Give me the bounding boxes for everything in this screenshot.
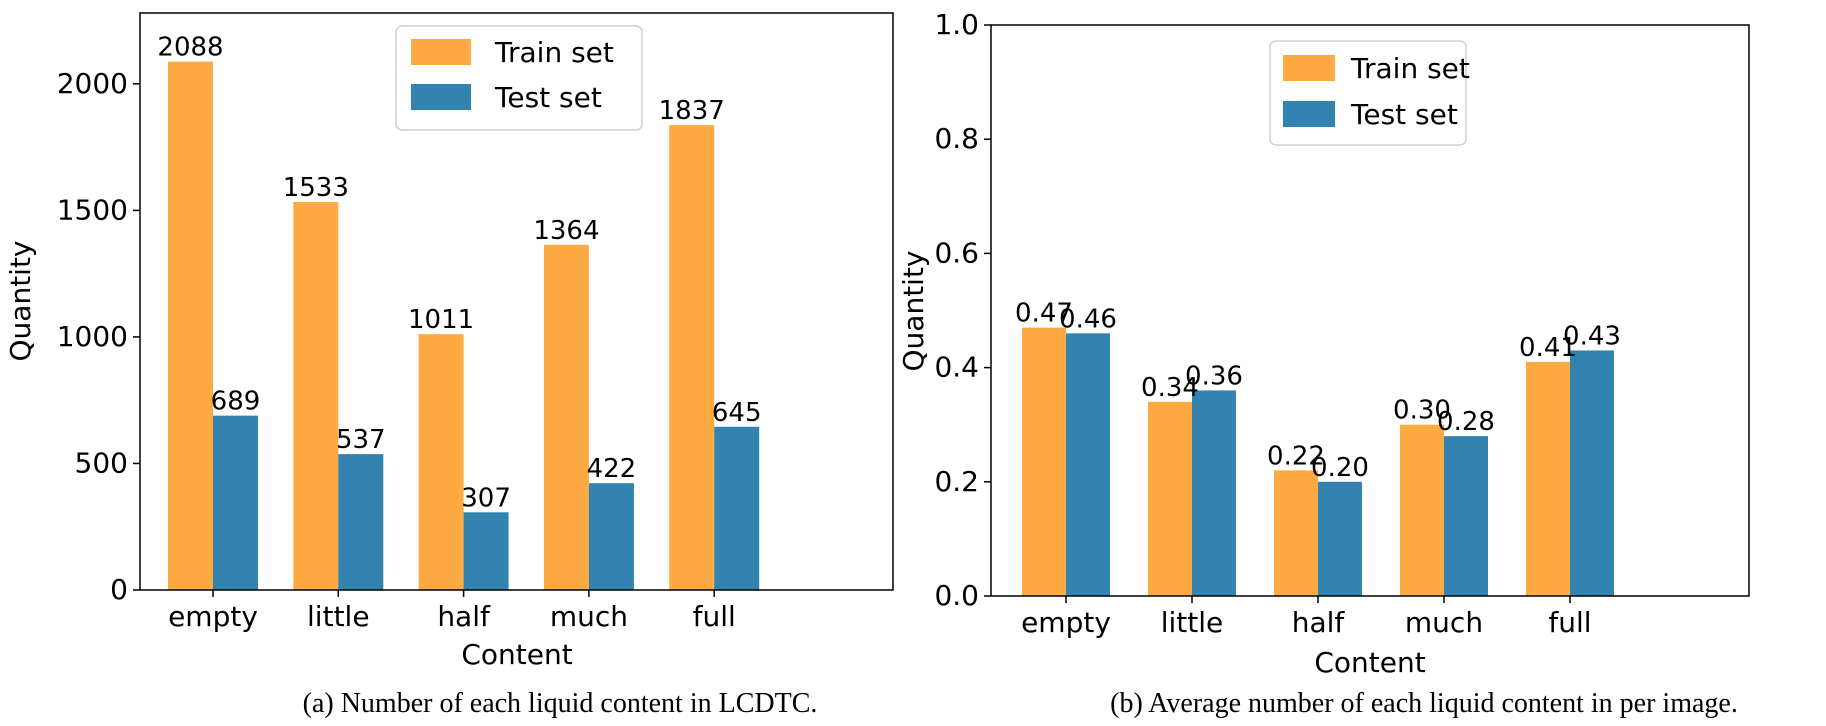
chart-a-bars bbox=[168, 61, 760, 591]
chart-a-legend-swatch-test bbox=[411, 84, 471, 110]
chart-b-y-ticks: 0.0 0.2 0.4 0.6 0.8 1.0 bbox=[934, 8, 991, 612]
chart-b-x-axis-label: Content bbox=[1314, 646, 1425, 679]
chart-b-bar-test-full bbox=[1570, 350, 1614, 596]
chart-b-x-tick-label-full: full bbox=[1548, 606, 1591, 639]
chart-b-y-tick-label: 0.2 bbox=[934, 465, 979, 498]
chart-b-legend-swatch-test bbox=[1283, 101, 1335, 127]
chart-b-average-per-image: 0.470.46 0.340.36 0.220.20 0.300.28 0.410.43… bbox=[897, 8, 1750, 719]
chart-b-bar-labels: 0.470.46 0.340.36 0.220.20 0.300.28 0.410.43 bbox=[1015, 299, 1621, 483]
chart-b-data-label-train-much: 0.30 bbox=[1393, 396, 1451, 426]
chart-b-data-label-test-empty: 0.46 bbox=[1059, 304, 1117, 334]
chart-b-bar-train-little bbox=[1148, 401, 1192, 596]
chart-b-data-label-test-little: 0.36 bbox=[1185, 361, 1243, 391]
chart-b-bar-test-empty bbox=[1066, 333, 1110, 596]
chart-b-y-tick-label: 0.4 bbox=[934, 351, 979, 384]
chart-b-y-tick-label: 0.0 bbox=[934, 579, 979, 612]
chart-a-bar-labels: 2088 689 1533 537 1011 307 1364 422 1837 645 bbox=[157, 33, 761, 514]
chart-a-y-tick-label: 500 bbox=[75, 446, 128, 479]
chart-b-y-tick-label: 0.6 bbox=[934, 236, 979, 269]
chart-a-x-tick-label-little: little bbox=[307, 600, 370, 633]
chart-b-x-ticks: empty little half much full bbox=[1021, 596, 1592, 639]
chart-a-data-label-test-much: 422 bbox=[587, 454, 637, 484]
chart-b-y-tick-label: 1.0 bbox=[934, 8, 979, 41]
chart-b-data-label-train-half: 0.22 bbox=[1267, 441, 1325, 471]
chart-a-data-label-train-empty: 2088 bbox=[157, 33, 223, 63]
chart-b-bar-train-half bbox=[1274, 470, 1318, 596]
chart-b-bar-test-much bbox=[1444, 436, 1488, 596]
chart-b-legend-label-test: Test set bbox=[1350, 98, 1458, 131]
chart-a-legend-swatch-train bbox=[411, 39, 471, 65]
chart-a-legend-label-train: Train set bbox=[494, 36, 614, 69]
chart-a-x-tick-label-empty: empty bbox=[168, 600, 258, 633]
chart-b-bar-test-half bbox=[1318, 481, 1362, 596]
chart-b-bar-train-full bbox=[1526, 361, 1570, 596]
chart-b-bar-train-much bbox=[1400, 424, 1444, 596]
chart-b-bars bbox=[1022, 327, 1614, 596]
chart-b-legend-label-train: Train set bbox=[1350, 52, 1470, 85]
chart-a-bar-test-little bbox=[338, 454, 384, 590]
chart-a-x-tick-label-much: much bbox=[550, 600, 628, 633]
chart-a-data-label-test-little: 537 bbox=[336, 425, 386, 455]
chart-a-data-label-test-empty: 689 bbox=[211, 387, 261, 417]
chart-b-legend: Train set Test set bbox=[1269, 40, 1470, 146]
chart-a-x-ticks: empty little half much full bbox=[168, 590, 736, 633]
chart-b-legend-swatch-train bbox=[1283, 55, 1335, 81]
chart-a-bar-train-little bbox=[293, 202, 339, 590]
chart-a-data-label-train-full: 1837 bbox=[659, 96, 725, 126]
chart-b-bar-test-little bbox=[1192, 390, 1236, 596]
chart-a-x-tick-label-half: half bbox=[437, 600, 491, 633]
chart-b-bar-train-empty bbox=[1022, 327, 1066, 596]
chart-a-data-label-train-much: 1364 bbox=[533, 216, 599, 246]
chart-b-x-tick-label-half: half bbox=[1292, 606, 1346, 639]
chart-b-x-tick-label-empty: empty bbox=[1021, 606, 1111, 639]
chart-a-bar-train-full bbox=[669, 125, 715, 591]
chart-a-bar-test-half bbox=[463, 512, 509, 590]
chart-a-data-label-train-little: 1533 bbox=[283, 173, 349, 203]
chart-b-y-tick-label: 0.8 bbox=[934, 122, 979, 155]
chart-b-caption: (b) Average number of each liquid conten… bbox=[1110, 688, 1738, 719]
chart-a-legend-label-test: Test set bbox=[494, 81, 602, 114]
chart-b-data-label-test-much: 0.28 bbox=[1437, 407, 1495, 437]
chart-a-data-label-train-half: 1011 bbox=[408, 305, 474, 335]
chart-b-x-tick-label-little: little bbox=[1161, 606, 1224, 639]
chart-a-bar-train-half bbox=[418, 334, 464, 590]
chart-a-bar-train-empty bbox=[168, 61, 213, 590]
chart-a-bar-test-empty bbox=[213, 415, 258, 590]
chart-a-y-tick-label: 1500 bbox=[57, 193, 128, 226]
chart-a-x-tick-label-full: full bbox=[693, 600, 736, 633]
chart-b-x-tick-label-much: much bbox=[1405, 606, 1483, 639]
chart-a-plot-frame bbox=[139, 12, 894, 591]
chart-a-bar-train-much bbox=[543, 244, 589, 590]
chart-a-data-label-test-half: 307 bbox=[461, 483, 511, 513]
chart-a-y-tick-label: 1000 bbox=[57, 320, 128, 353]
chart-a-bar-test-much bbox=[588, 483, 634, 590]
chart-a-y-tick-label: 2000 bbox=[57, 67, 128, 100]
chart-a-caption: (a) Number of each liquid content in LCD… bbox=[303, 688, 818, 719]
chart-a-y-ticks: 0 500 1000 1500 2000 bbox=[57, 67, 140, 606]
chart-b-data-label-train-full: 0.41 bbox=[1519, 333, 1577, 363]
chart-b-y-axis-label: Quantity bbox=[897, 251, 930, 372]
chart-a-count-per-content: 2088 689 1533 537 1011 307 1364 422 1837 645 0 500… bbox=[4, 12, 894, 719]
chart-a-y-tick-label: 0 bbox=[110, 573, 128, 606]
chart-a-legend: Train set Test set bbox=[395, 25, 643, 131]
chart-a-x-axis-label: Content bbox=[461, 638, 572, 671]
chart-a-y-axis-label: Quantity bbox=[4, 241, 37, 362]
chart-a-data-label-test-full: 645 bbox=[712, 398, 762, 428]
chart-a-bar-test-full bbox=[714, 426, 760, 590]
chart-b-data-label-test-full: 0.43 bbox=[1563, 321, 1621, 351]
chart-b-data-label-test-half: 0.20 bbox=[1311, 453, 1369, 483]
chart-b-data-label-train-empty: 0.47 bbox=[1015, 299, 1073, 329]
chart-b-data-label-train-little: 0.34 bbox=[1141, 373, 1199, 403]
chart-b-plot-frame bbox=[990, 24, 1750, 597]
